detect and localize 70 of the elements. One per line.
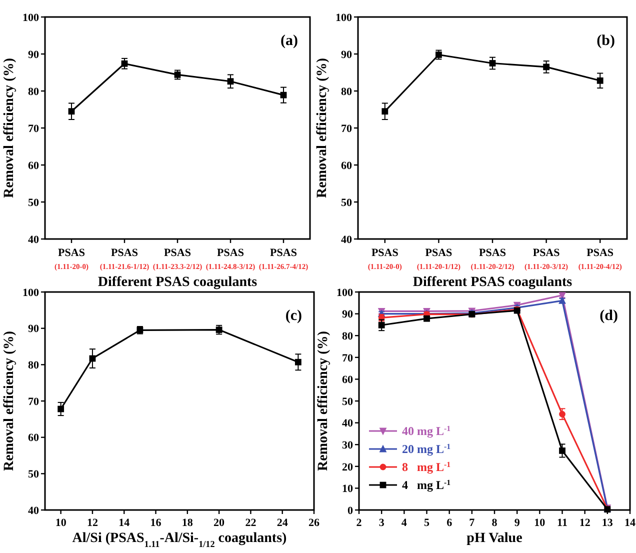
x-tick-label: 22: [245, 517, 257, 529]
x-tick-label: 11: [557, 517, 568, 529]
legend-label: 20 mg L$^{-1}$: [402, 442, 451, 456]
y-tick-label: 10: [342, 483, 354, 496]
y-tick-label: 50: [341, 196, 352, 209]
x-tick-label: 13: [602, 517, 614, 529]
y-tick-label: 100: [22, 286, 40, 299]
y-tick-label: 90: [28, 323, 40, 336]
y-tick-label: 60: [28, 432, 40, 444]
x-tick-label: 20: [214, 517, 226, 529]
y-tick-label: 70: [342, 352, 354, 364]
y-tick-label: 80: [28, 86, 40, 98]
x-tick-label: 6: [446, 517, 453, 529]
x-axis-title: pH Value: [466, 531, 522, 546]
y-tick-label: 50: [342, 396, 354, 408]
x-axis-title: Al/Si (PSAS$_{1.11}$-Al/Si-$_{1/12}$ coagulants): [72, 531, 288, 549]
x-tick-label: 12: [579, 517, 591, 529]
y-tick-label: 60: [28, 160, 40, 172]
x-tick-label: 4: [401, 517, 408, 529]
x-tick-label: 2: [356, 517, 362, 529]
x-tick-label: 24: [276, 517, 288, 529]
y-tick-label: 50: [28, 196, 40, 209]
y-tick-label: 100: [336, 12, 352, 24]
x-tick-label: 26: [308, 517, 320, 529]
y-tick-label: 90: [28, 48, 40, 61]
legend-label: 4 mg L$^{-1}$: [402, 478, 451, 492]
x-tick-label: 7: [469, 517, 476, 529]
y-axis-title: Removal efficiency (%): [316, 330, 331, 471]
y-axis-title: Removal efficiency (%): [2, 58, 17, 198]
annotation: (d): [600, 308, 618, 324]
x-tick-label: 9: [514, 517, 520, 529]
y-tick-label: 50: [28, 468, 40, 481]
y-tick-label: 70: [28, 122, 40, 135]
x-tick-label: 14: [624, 517, 636, 529]
x-tick-label: 10: [55, 517, 67, 529]
x-tick-label: 12: [86, 517, 98, 529]
y-tick-label: 70: [341, 122, 352, 135]
y-axis-title: Removal efficiency (%): [315, 58, 330, 198]
x-tick-label: 14: [118, 517, 130, 529]
annotation: (c): [285, 308, 302, 324]
x-tick-label: 3: [378, 517, 385, 529]
y-tick-label: 100: [336, 286, 354, 299]
y-tick-label: 60: [342, 374, 354, 386]
y-axis-title: Removal efficiency (%): [2, 330, 17, 471]
y-tick-label: 80: [28, 360, 40, 372]
legend-label: 40 mg L$^{-1}$: [402, 424, 451, 438]
y-tick-label: 100: [22, 12, 40, 24]
annotation: (b): [596, 33, 615, 49]
y-tick-label: 40: [342, 418, 354, 430]
y-tick-label: 20: [342, 461, 354, 474]
annotation: (a): [280, 33, 298, 49]
y-tick-label: 60: [341, 160, 352, 172]
legend-label: 8 mg L$^{-1}$: [402, 460, 451, 474]
y-tick-label: 80: [341, 86, 352, 98]
y-tick-label: 30: [342, 439, 354, 452]
y-tick-label: 80: [342, 330, 354, 342]
y-tick-label: 40: [28, 234, 40, 246]
y-tick-label: 90: [342, 308, 354, 321]
y-tick-label: 40: [341, 234, 352, 246]
x-tick-label: 8: [492, 517, 498, 529]
y-tick-label: 40: [28, 504, 40, 517]
y-tick-label: 70: [28, 396, 40, 408]
x-tick-label: 18: [182, 517, 194, 529]
x-tick-label: 5: [424, 517, 430, 529]
x-tick-label: 10: [534, 517, 546, 529]
x-axis-title: Different PSAS coagulants: [98, 275, 258, 290]
x-tick-label: 16: [150, 517, 162, 529]
y-tick-label: 0: [348, 504, 354, 517]
y-tick-label: 90: [341, 48, 352, 61]
x-axis-title: Different PSAS coagulants: [412, 275, 573, 290]
